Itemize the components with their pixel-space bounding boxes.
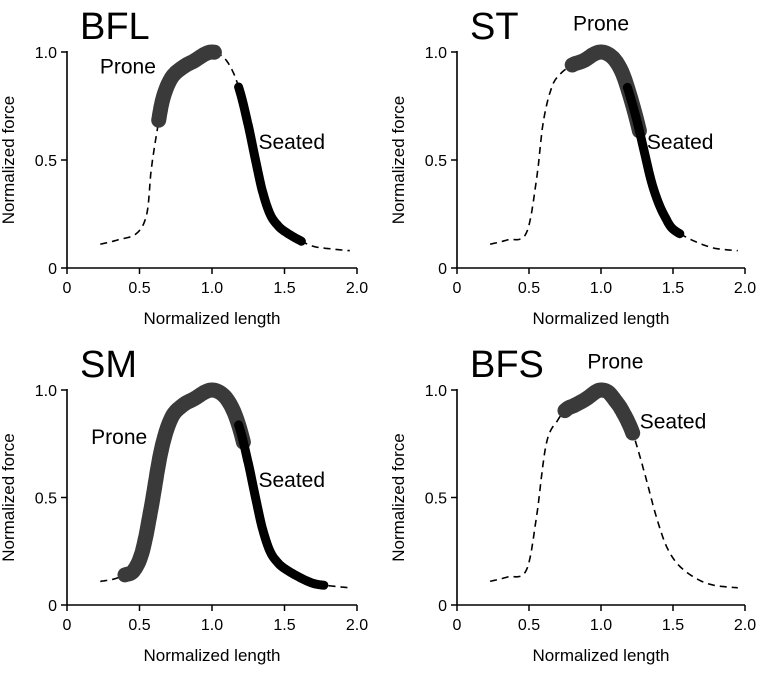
y-tick-label: 0.5 [35,153,57,170]
x-axis-title: Normalized length [143,309,280,328]
x-tick-label: 1.0 [590,617,612,634]
x-tick-label: 0 [63,280,72,297]
x-tick-label: 1.5 [662,280,684,297]
x-tick-label: 1.0 [201,280,223,297]
x-tick-label: 0 [453,280,462,297]
y-tick-label: 1.0 [35,45,57,62]
y-axis-title: Normalized force [0,433,18,562]
panel-title: BFL [80,6,150,48]
x-axis-title: Normalized length [532,646,669,665]
y-tick-label: 1.0 [35,383,57,400]
y-tick-label: 1.0 [425,45,447,62]
series-prone-range [151,44,222,128]
series-seated-range [234,420,329,590]
series-seated-range [622,82,685,239]
x-tick-label: 2.0 [346,617,368,634]
x-tick-label: 2.0 [346,280,368,297]
y-tick-label: 0 [48,598,57,615]
chart-panel-sm: 0 0.5 1.0 1.5 2.0 0 0.5 1.0 Normalized length Nor… [0,344,368,665]
y-axis-title: Normalized force [389,96,408,225]
annotation-prone: Prone [91,426,147,449]
y-tick-label: 0 [48,261,57,278]
annotation-seated: Seated [258,131,325,154]
x-tick-label: 1.0 [590,280,612,297]
series-prone-range [557,382,641,441]
series-prone-range [117,382,251,583]
x-axis-title: Normalized length [532,309,669,328]
y-tick-label: 0.5 [425,153,447,170]
panel-title: BFS [470,344,544,386]
y-tick-label: 0.5 [35,491,57,508]
y-axis-title: Normalized force [0,96,18,225]
y-tick-label: 0 [438,598,447,615]
x-tick-label: 2.0 [734,280,756,297]
annotation-prone: Prone [100,56,156,79]
annotation-seated: Seated [640,411,707,434]
x-tick-label: 1.5 [273,617,295,634]
x-tick-label: 1.0 [201,617,223,634]
x-axis-title: Normalized length [143,646,280,665]
annotation-prone: Prone [587,351,643,374]
annotation-seated: Seated [647,131,714,154]
panel-title: SM [80,344,137,386]
chart-panel-st: 0 0.5 1.0 1.5 2.0 0 0.5 1.0 Normalized length Nor… [389,6,756,328]
x-tick-label: 0 [453,617,462,634]
y-tick-label: 0.5 [425,491,447,508]
x-tick-label: 0.5 [518,280,540,297]
x-tick-label: 1.5 [662,617,684,634]
annotation-prone: Prone [573,12,629,35]
chart-panel-bfl: 0 0.5 1.0 1.5 2.0 0 0.5 1.0 Normalized length Nor… [0,6,368,328]
x-tick-label: 0.5 [128,280,150,297]
x-tick-label: 1.5 [273,280,295,297]
x-tick-label: 0.5 [518,617,540,634]
x-tick-label: 2.0 [734,617,756,634]
annotation-seated: Seated [258,469,325,492]
y-tick-label: 0 [438,261,447,278]
x-tick-label: 0 [63,617,72,634]
series-seated-range [234,82,306,246]
x-tick-label: 0.5 [128,617,150,634]
y-tick-label: 1.0 [425,383,447,400]
y-axis-title: Normalized force [389,433,408,562]
chart-panel-bfs: 0 0.5 1.0 1.5 2.0 0 0.5 1.0 Normalized length Nor… [389,344,756,665]
panel-title: ST [470,6,519,48]
